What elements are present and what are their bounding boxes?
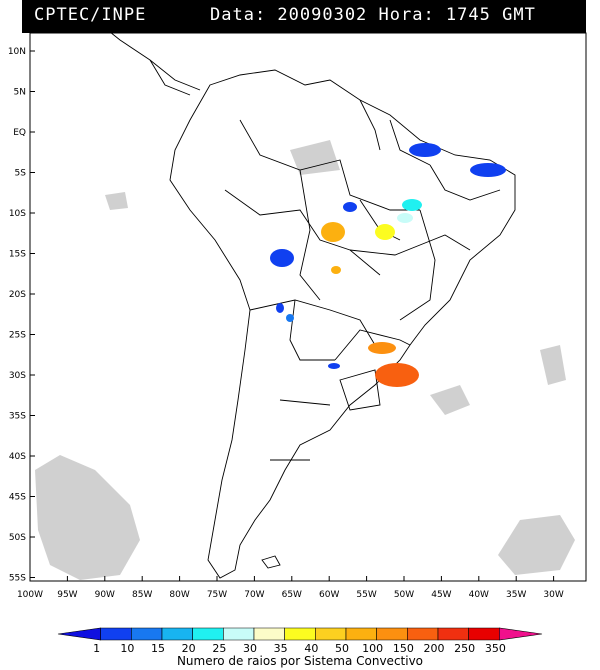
colorbar-swatch [468,627,500,641]
lat-label: 45S [9,493,26,503]
longitude-labels: 100W 95W 90W 85W 80W 75W 70W 65W 60W 55W 50W 45W 40W… [17,576,564,600]
lon-label: 80W [169,590,189,600]
colorbar-label: 30 [243,642,257,655]
lon-label: 40W [469,590,489,600]
colorbar-caption: Numero de raios por Sistema Convectivo [176,654,424,668]
lightning-cluster [402,199,422,211]
lightning-cluster [397,213,413,223]
colorbar-label: 250 [454,642,475,655]
lightning-cluster [321,222,345,242]
colorbar-swatch [437,627,469,641]
lat-label: 50S [9,533,26,543]
lightning-clusters [270,143,506,387]
lon-label: 60W [319,590,339,600]
colorbar: 1 10 15 20 25 30 35 40 50 100 150 200 250 350 [57,627,543,655]
latitude-labels: 10N 5N EQ 5S 10S 15S 20S 25S 30S 35S 40S 45S 50S 55S [8,47,35,584]
lightning-cluster [409,143,441,157]
lat-label: 15S [9,250,26,260]
lon-label: 50W [394,590,414,600]
colorbar-swatch [161,627,193,641]
lon-label: 65W [282,590,302,600]
colorbar-label: 350 [485,642,506,655]
colorbar-label: 100 [362,642,383,655]
colorbar-label: 1 [93,642,100,655]
colorbar-label: 15 [151,642,165,655]
lightning-cluster [375,363,419,387]
lon-label: 30W [543,590,563,600]
lat-label: 30S [9,371,26,381]
header-source: CPTEC/INPE [34,5,147,25]
colorbar-label: 50 [335,642,349,655]
map-frame [29,32,587,582]
colorbar-swatch [253,627,285,641]
lon-label: 100W [17,590,43,600]
lat-label: 40S [9,452,26,462]
lightning-cluster [331,266,341,274]
colorbar-swatch [131,627,163,641]
lat-label: 20S [9,290,26,300]
lightning-cluster [286,314,294,322]
colorbar-label: 35 [274,642,288,655]
colorbar-label: 150 [393,642,414,655]
colorbar-swatch [284,627,316,641]
lightning-cluster [343,202,357,212]
colorbar-swatch [376,627,408,641]
colorbar-label: 20 [182,642,196,655]
lon-label: 55W [356,590,376,600]
lon-label: 90W [95,590,115,600]
header-datetime: Data: 20090302 Hora: 1745 GMT [210,5,536,25]
colorbar-label: 40 [304,642,318,655]
lat-label: 55S [9,574,26,584]
lat-label: 35S [9,412,26,422]
colorbar-label: 200 [424,642,445,655]
colorbar-label: 25 [212,642,226,655]
colorbar-swatch [315,627,347,641]
lightning-cluster [368,342,396,354]
colorbar-swatch [100,627,132,641]
cloud-cover [35,140,575,580]
colorbar-swatch [407,627,439,641]
colorbar-swatch [499,627,543,641]
lat-label: EQ [13,128,26,138]
lightning-cluster [375,224,395,240]
colorbar-swatch [345,627,377,641]
colorbar-swatch [223,627,255,641]
lightning-cluster [270,249,294,267]
lon-label: 70W [244,590,264,600]
colorbar-label: 10 [120,642,134,655]
lat-label: 10S [9,209,26,219]
lat-label: 25S [9,331,26,341]
lat-label: 5N [14,88,26,98]
lon-label: 75W [207,590,227,600]
lightning-cluster [470,163,506,177]
map-header: CPTEC/INPE Data: 20090302 Hora: 1745 GMT [22,0,586,33]
colorbar-swatch [57,627,101,641]
lon-label: 45W [431,590,451,600]
lon-label: 95W [57,590,77,600]
lightning-cluster [276,303,284,313]
lat-label: 5S [15,169,27,179]
lon-label: 85W [132,590,152,600]
lightning-cluster [328,363,340,369]
lon-label: 35W [506,590,526,600]
lat-label: 10N [8,47,26,57]
colorbar-swatch [192,627,224,641]
